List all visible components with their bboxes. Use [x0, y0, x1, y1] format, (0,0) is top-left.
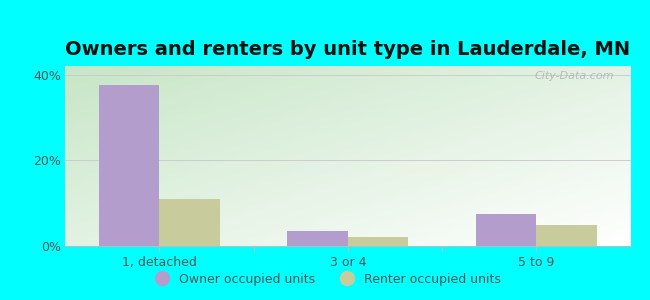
Legend: Owner occupied units, Renter occupied units: Owner occupied units, Renter occupied un… — [144, 268, 506, 291]
Text: City-Data.com: City-Data.com — [534, 71, 614, 81]
Bar — [476, 214, 536, 246]
Title: Owners and renters by unit type in Lauderdale, MN: Owners and renters by unit type in Laude… — [65, 40, 630, 59]
Bar — [159, 199, 220, 246]
Bar — [348, 237, 408, 246]
Bar — [536, 225, 597, 246]
Bar — [99, 85, 159, 246]
Bar — [287, 231, 348, 246]
